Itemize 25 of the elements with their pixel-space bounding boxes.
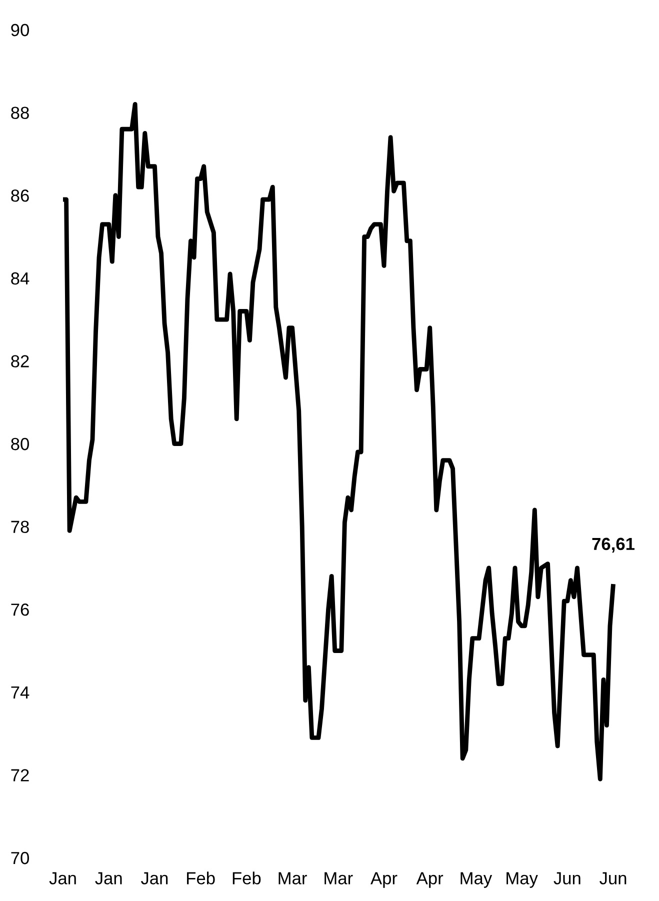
annotation: 76,61 [592,538,635,553]
x-tick-label: Feb [187,872,215,884]
y-tick-label: 82 [11,355,29,368]
y-tick-label: 72 [11,769,29,782]
x-tick-label: Jan [140,872,168,884]
y-tick-label: 74 [11,686,30,698]
y-tick-label: 86 [11,190,29,202]
x-tick-label: Jun [600,872,626,884]
x-tick-label: May [506,872,538,888]
x-tick-label: Mar [324,872,353,884]
x-tick-label: Feb [232,872,261,884]
x-tick-label: Apr [416,872,444,888]
x-tick-label: Jan [95,872,122,884]
x-tick-label: Jun [554,872,580,884]
x-tick-label: Apr [370,872,398,888]
y-tick-label: 70 [11,852,29,864]
y-tick-label: 90 [11,24,29,36]
y-tick-label: 84 [11,272,30,285]
y-tick-label: 80 [11,438,29,450]
y-tick-label: 88 [11,106,29,119]
x-tick-label: May [460,872,492,888]
x-tick-label: Mar [278,872,307,884]
y-tick-label: 78 [11,520,29,534]
x-tick-label: Jan [49,872,76,884]
y-tick-label: 76 [11,604,29,616]
